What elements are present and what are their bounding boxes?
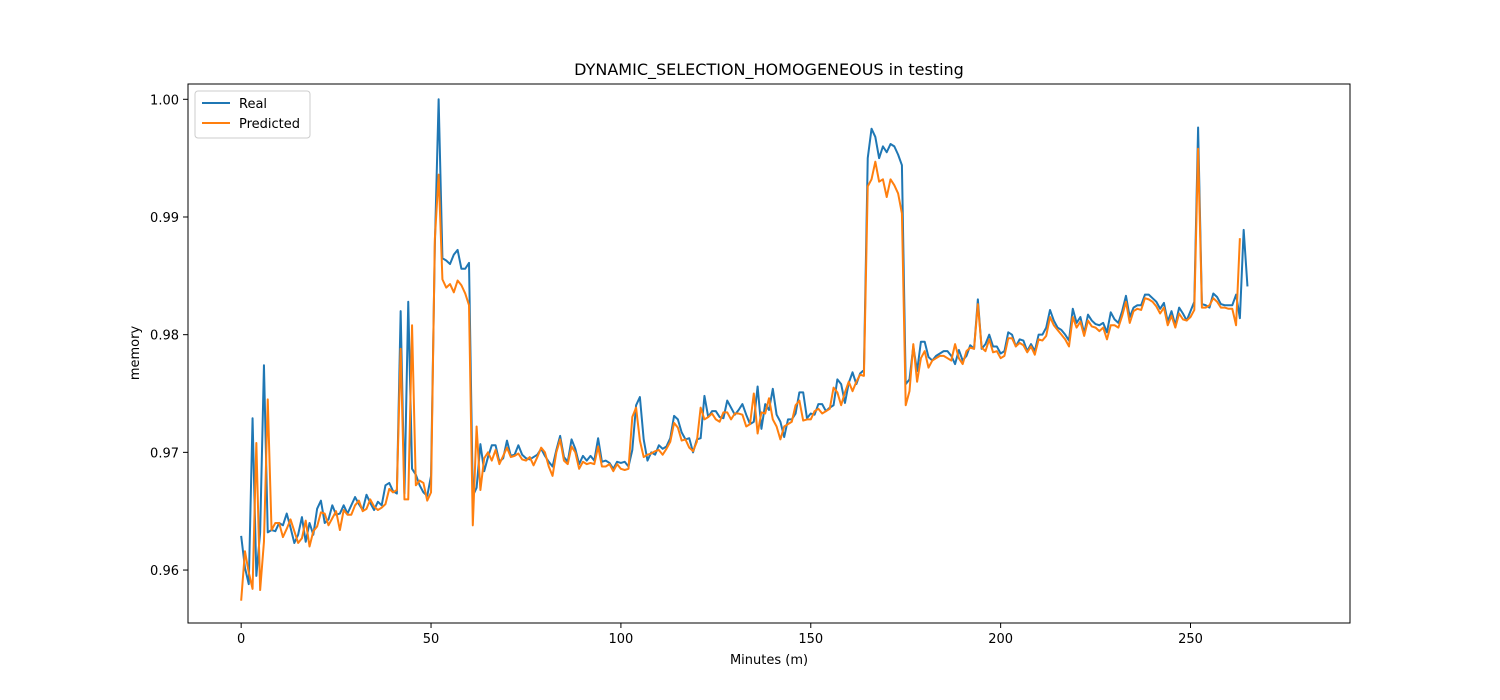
legend-label-real: Real [239, 97, 267, 112]
x-tick-label: 250 [1178, 632, 1203, 647]
y-tick-label: 0.96 [150, 564, 179, 579]
plot-area [240, 98, 1249, 601]
series-line-real [240, 98, 1249, 586]
x-tick-label: 100 [608, 632, 633, 647]
x-axis-label: Minutes (m) [730, 653, 808, 668]
x-tick-label: 0 [237, 632, 245, 647]
x-tick-label: 200 [988, 632, 1013, 647]
series-line-predicted [240, 147, 1241, 601]
x-tick-label: 150 [798, 632, 823, 647]
y-axis: 0.96 0.97 0.98 0.99 1.00 [150, 93, 188, 579]
axes-frame [187, 83, 1351, 624]
chart-title: DYNAMIC_SELECTION_HOMOGENEOUS in testing [574, 60, 964, 80]
y-tick-label: 0.99 [150, 211, 179, 226]
y-tick-label: 1.00 [150, 93, 179, 108]
x-tick-label: 50 [423, 632, 440, 647]
y-tick-label: 0.98 [150, 329, 179, 344]
y-tick-label: 0.97 [150, 446, 179, 461]
legend: Real Predicted [194, 90, 311, 139]
legend-label-predicted: Predicted [239, 117, 300, 132]
y-axis-label: memory [128, 326, 143, 381]
x-axis: 0 50 100 150 200 250 [237, 623, 1203, 647]
